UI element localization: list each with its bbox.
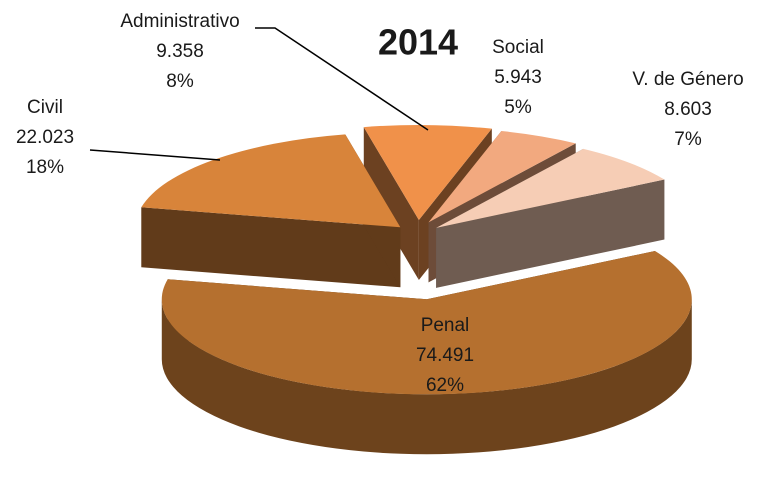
slice-label: Social	[492, 37, 544, 58]
pie	[141, 125, 692, 455]
value-label: 22.023	[16, 127, 74, 148]
leader-line	[89, 149, 221, 161]
value-label: 8.603	[664, 99, 712, 120]
slice-side	[436, 179, 665, 288]
percent-label: 8%	[166, 71, 194, 92]
value-label: 74.491	[416, 345, 474, 366]
slice-rim	[161, 299, 692, 455]
slice	[363, 125, 492, 221]
slice	[161, 251, 692, 395]
slice-side	[363, 127, 419, 281]
percent-label: 18%	[26, 157, 64, 178]
percent-label: 5%	[504, 97, 532, 118]
slice	[141, 134, 401, 228]
percent-label: 62%	[426, 375, 464, 396]
labels: Administrativo 9.358 8% Social 5.943 5% V. de …	[16, 11, 744, 396]
percent-label: 7%	[674, 129, 702, 150]
slice-label: V. de Género	[632, 69, 743, 90]
slice-label: Administrativo	[120, 11, 239, 32]
value-label: 5.943	[494, 67, 542, 88]
value-label: 9.358	[156, 41, 204, 62]
slice-side	[141, 207, 401, 288]
slice-label: Civil	[27, 97, 63, 118]
leader-line	[255, 27, 429, 131]
slice	[436, 148, 665, 228]
slice	[428, 130, 576, 223]
chart-title: 2014	[378, 22, 458, 63]
slice-label: Penal	[421, 315, 470, 336]
